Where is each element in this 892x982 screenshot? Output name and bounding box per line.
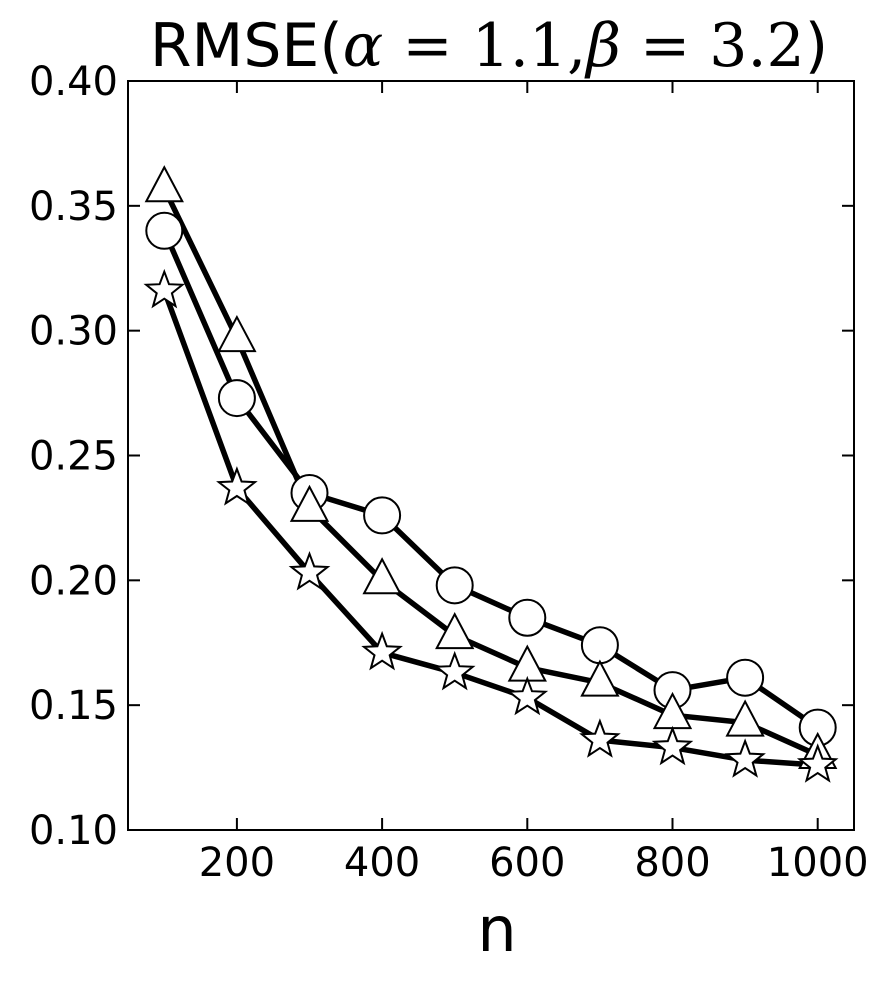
circle-marker bbox=[435, 566, 474, 605]
triangle-marker bbox=[289, 484, 330, 522]
triangle-marker bbox=[725, 699, 765, 737]
star-marker bbox=[433, 650, 476, 691]
x-tick-label: 200 bbox=[199, 840, 275, 886]
star-marker bbox=[651, 725, 694, 766]
circle-marker bbox=[363, 496, 402, 535]
title-beta-value: 3.2 bbox=[709, 11, 804, 81]
title-beta-symbol: β bbox=[584, 11, 621, 81]
title-prefix: RMSE( bbox=[150, 11, 343, 81]
x-tick-label: 1000 bbox=[767, 840, 869, 886]
triangle-marker bbox=[144, 165, 184, 203]
star-marker bbox=[143, 268, 186, 309]
title-separator: , bbox=[567, 11, 586, 81]
star-marker bbox=[506, 675, 549, 716]
star-marker bbox=[361, 630, 403, 671]
y-tick-label: 0.40 bbox=[29, 59, 118, 105]
star-marker bbox=[724, 738, 766, 778]
chart-title: RMSE(α = 1.1,β = 3.2) bbox=[150, 11, 828, 81]
series-line-triangle bbox=[161, 187, 819, 758]
title-suffix: ) bbox=[805, 11, 828, 81]
title-beta-equals: = bbox=[621, 11, 709, 81]
triangle-marker bbox=[217, 314, 257, 353]
star-marker bbox=[796, 743, 839, 783]
circle-marker bbox=[508, 598, 547, 637]
triangle-marker bbox=[580, 659, 620, 697]
series-line-circle bbox=[161, 229, 820, 730]
x-tick-label: 600 bbox=[489, 840, 565, 886]
circle-marker bbox=[217, 379, 256, 418]
triangle-marker bbox=[362, 557, 402, 595]
circle-marker bbox=[726, 658, 765, 697]
y-tick-label: 0.20 bbox=[29, 558, 118, 604]
x-tick-label: 800 bbox=[634, 840, 710, 886]
title-alpha-equals: = bbox=[383, 11, 471, 81]
plot-area: 0.10 0.15 0.20 0.25 0.30 0.35 0.40 200 400 600 800… bbox=[29, 59, 869, 886]
x-tick-label: 400 bbox=[344, 840, 420, 886]
star-marker bbox=[579, 718, 621, 758]
y-tick-label: 0.35 bbox=[29, 184, 118, 230]
y-tick-label: 0.15 bbox=[29, 683, 118, 729]
star-marker bbox=[288, 550, 331, 591]
y-tick-label: 0.25 bbox=[29, 434, 118, 480]
series-line-star bbox=[161, 289, 818, 768]
x-axis-label: n bbox=[477, 893, 516, 966]
star-marker bbox=[216, 466, 258, 506]
circle-marker bbox=[580, 626, 619, 665]
y-tick-label: 0.30 bbox=[29, 309, 118, 355]
circle-marker bbox=[145, 211, 184, 250]
title-alpha-value: 1.1 bbox=[472, 11, 567, 81]
y-tick-label: 0.10 bbox=[29, 808, 118, 854]
title-alpha-symbol: α bbox=[343, 11, 384, 81]
triangle-marker bbox=[435, 612, 475, 650]
